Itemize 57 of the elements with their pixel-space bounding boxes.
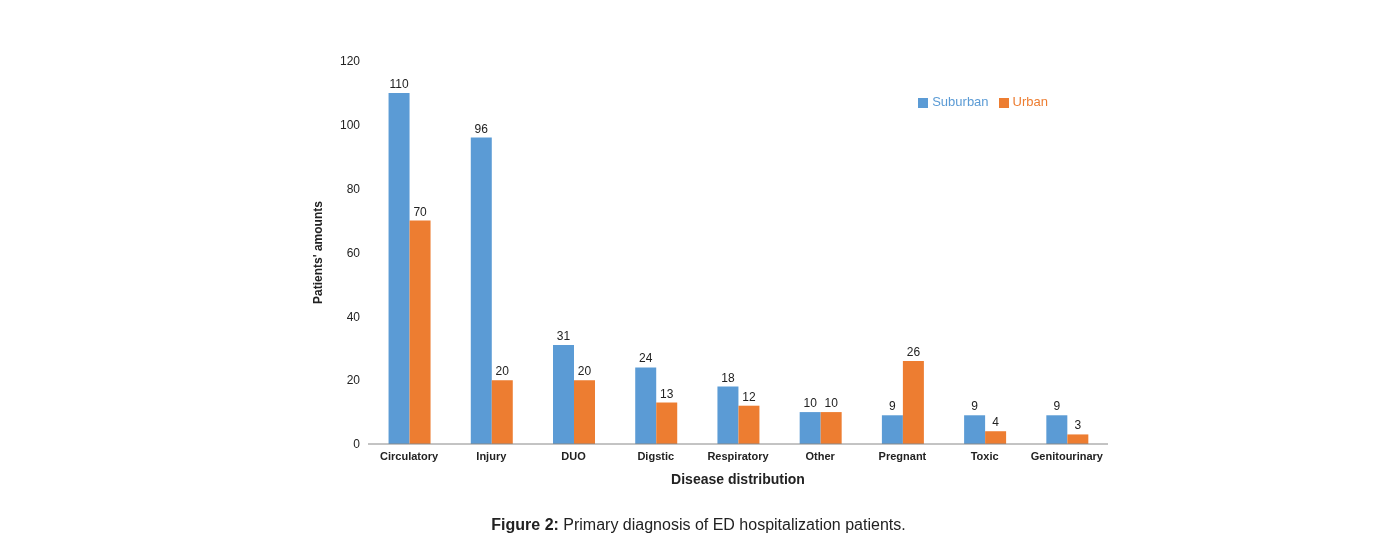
bar [470,137,492,444]
bar [656,402,678,444]
bar [881,415,903,444]
bar [553,345,574,444]
data-label: 9 [889,399,897,414]
y-tick-label: 20 [346,373,361,388]
bar [738,405,760,444]
bar [388,92,410,444]
x-tick-label: DUO [561,449,587,462]
y-axis-title: Patients' amounts [311,200,326,304]
bar [574,380,595,444]
bar [491,380,513,444]
bar [902,361,924,444]
x-tick-label: Injury [476,449,508,462]
y-tick-label: 60 [346,245,361,260]
y-tick-label: 100 [339,118,361,133]
bar [820,412,842,444]
x-tick-label: Circulatory [380,449,440,462]
bar [1046,415,1068,444]
data-label: 96 [474,121,489,136]
bar [717,386,739,444]
bar [985,431,1007,444]
data-label: 110 [389,76,409,91]
x-tick-label: Other [805,449,836,462]
data-label: 70 [413,204,428,219]
legend-label: Suburban [932,94,989,109]
legend-label: Urban [1012,94,1048,109]
data-label: 12 [742,389,756,404]
data-label: 20 [577,364,592,379]
bar [964,415,986,444]
x-tick-label: Pregnant [878,449,927,462]
bar [409,220,431,444]
data-label: 4 [992,415,1000,430]
caption: Figure 2: Primary diagnosis of ED hospitalization patients. [490,516,907,534]
data-label: 13 [660,386,674,401]
x-axis-title: Disease distribution [671,471,805,487]
bar [799,412,821,444]
data-label: 24 [639,351,653,366]
bar [635,367,657,444]
x-tick-label: Respiratory [707,449,770,462]
data-label: 9 [971,399,979,414]
data-label: 10 [824,396,839,411]
data-label: 31 [556,329,571,344]
x-tick-label: Genitourinary [1030,449,1104,462]
y-tick-label: 120 [339,54,361,69]
y-tick-label: 40 [346,309,361,324]
data-label: 20 [495,364,510,379]
data-label: 9 [1053,399,1061,414]
x-tick-label: Digstic [637,449,675,462]
data-label: 10 [803,396,818,411]
bar [1067,434,1089,444]
x-tick-label: Toxic [970,449,999,462]
data-label: 3 [1074,418,1082,433]
data-label: 26 [906,345,921,360]
y-tick-label: 0 [353,437,361,452]
data-label: 18 [721,370,735,385]
y-tick-label: 80 [346,181,361,196]
